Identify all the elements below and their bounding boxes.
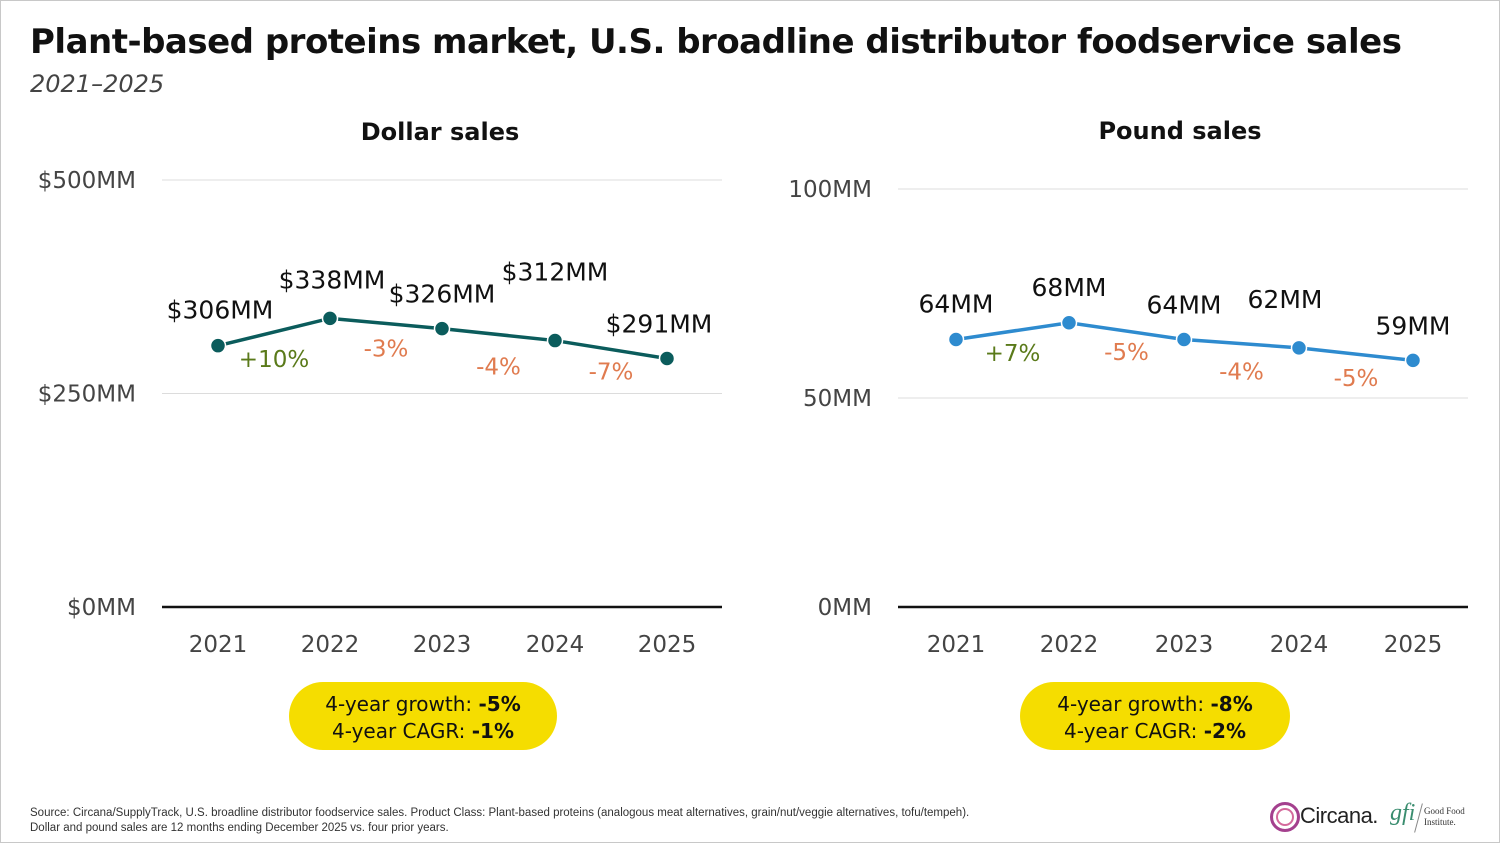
page-subtitle: 2021–2025: [30, 70, 165, 98]
pound-growth-label: +7%: [985, 341, 1041, 367]
pound-xtick-label: 2022: [1040, 632, 1099, 658]
page-title: Plant-based proteins market, U.S. broadl…: [30, 22, 1402, 62]
dollar-chart-title: Dollar sales: [360, 118, 520, 146]
dollar-xtick-label: 2021: [189, 632, 248, 658]
dollar-data-point: [658, 350, 676, 367]
dollar-data-point: [321, 310, 339, 327]
pound-value-label: 59MM: [1376, 311, 1451, 340]
dollar-value-label: $291MM: [606, 309, 713, 338]
pound-value-label: 64MM: [1147, 290, 1222, 319]
dollar-ytick-label: $500MM: [38, 168, 136, 194]
dollar-data-point: [209, 337, 227, 354]
dollar-xtick-label: 2024: [526, 632, 585, 658]
dollar-ytick-label: $0MM: [67, 595, 136, 621]
pound-cagr-label: 4-year CAGR:: [1063, 719, 1204, 743]
dollar-value-label: $338MM: [279, 265, 386, 294]
circana-ring-icon: [1270, 802, 1300, 832]
gfi-mark: gfi: [1390, 800, 1416, 826]
dollar-ytick-label: $250MM: [38, 382, 136, 408]
gfi-logo: gfi Good Food Institute.: [1390, 800, 1470, 836]
circana-logo: Circana.: [1268, 800, 1384, 836]
dollar-xtick-label: 2022: [301, 632, 360, 658]
dollar-data-point: [433, 320, 451, 337]
gfi-name-line-2: Institute.: [1424, 817, 1456, 827]
gfi-name-line-1: Good Food: [1424, 806, 1465, 816]
pound-data-point: [1404, 352, 1422, 369]
gfi-divider: [1414, 803, 1423, 833]
dollar-data-point: [546, 332, 564, 349]
pound-value-label: 62MM: [1248, 285, 1323, 314]
dollar-cagr-label: 4-year CAGR:: [331, 719, 472, 743]
pound-value-label: 64MM: [919, 289, 994, 318]
dollar-growth-value: -5%: [478, 692, 521, 716]
footnote-line-2: Dollar and pound sales are 12 months end…: [30, 822, 449, 834]
dollar-xtick-label: 2023: [413, 632, 472, 658]
pound-xtick-label: 2021: [927, 632, 986, 658]
pound-summary-badge: 4-year growth: -8% 4-year CAGR: -2%: [1020, 682, 1290, 750]
pound-data-point: [947, 331, 965, 348]
dollar-cagr-value: -1%: [471, 719, 514, 743]
pound-xtick-label: 2025: [1384, 632, 1443, 658]
dollar-value-label: $326MM: [389, 280, 496, 309]
circana-wordmark: Circana.: [1300, 803, 1378, 828]
footnote-line-1: Source: Circana/SupplyTrack, U.S. broadl…: [30, 807, 970, 819]
dollar-growth-label: 4-year growth:: [325, 692, 479, 716]
dollar-value-label: $306MM: [167, 296, 274, 325]
pound-growth-label: 4-year growth:: [1057, 692, 1211, 716]
dollar-summary-badge: 4-year growth: -5% 4-year CAGR: -1%: [289, 682, 557, 750]
pound-xtick-label: 2023: [1155, 632, 1214, 658]
gfi-name: Good Food Institute.: [1424, 806, 1465, 828]
pound-data-point: [1290, 339, 1308, 357]
pound-data-point: [1175, 331, 1193, 348]
dollar-growth-label: +10%: [239, 347, 309, 373]
pound-cagr-value: -2%: [1203, 719, 1246, 743]
dollar-growth-label: -3%: [364, 336, 409, 362]
pound-data-point: [1060, 314, 1078, 332]
pound-value-label: 68MM: [1032, 273, 1107, 302]
pound-ytick-label: 100MM: [788, 177, 872, 203]
pound-xtick-label: 2024: [1270, 632, 1329, 658]
source-footnote: Source: Circana/SupplyTrack, U.S. broadl…: [30, 806, 969, 836]
pound-growth-label: -5%: [1334, 366, 1379, 392]
dollar-value-label: $312MM: [502, 258, 609, 287]
pound-ytick-label: 50MM: [803, 386, 872, 412]
pound-growth-value: -8%: [1210, 692, 1253, 716]
pound-growth-label: -5%: [1104, 340, 1149, 366]
dollar-xtick-label: 2025: [638, 632, 697, 658]
pound-growth-label: -4%: [1219, 360, 1264, 386]
pound-ytick-label: 0MM: [818, 595, 872, 621]
dollar-growth-label: -7%: [589, 360, 634, 386]
dollar-growth-label: -4%: [476, 355, 521, 381]
pound-chart-title: Pound sales: [1098, 117, 1262, 145]
